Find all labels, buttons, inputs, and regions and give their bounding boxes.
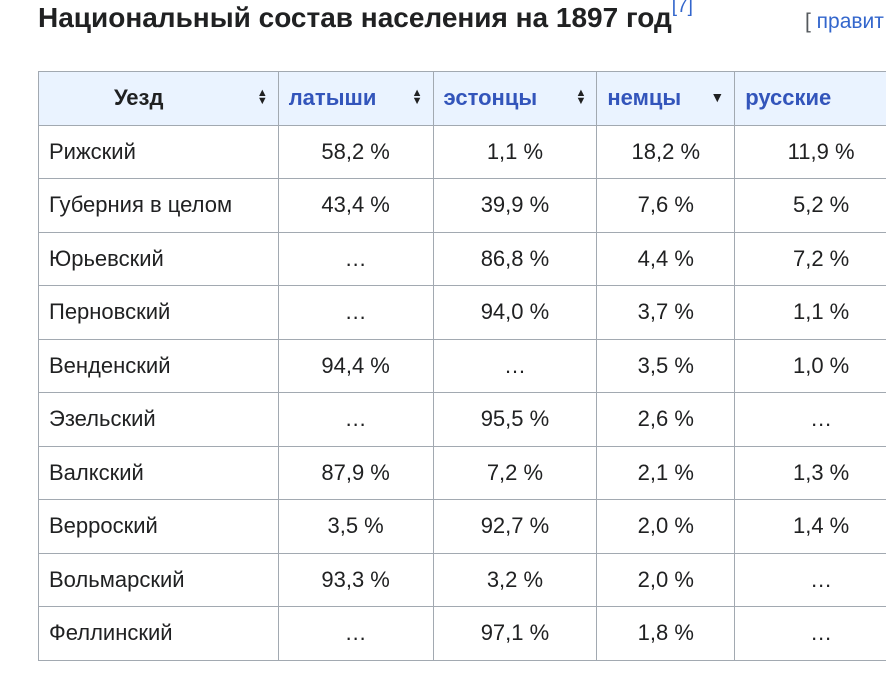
- percent-cell: 7,2 %: [734, 231, 886, 286]
- column-header[interactable]: ▲ ▼ Уезд: [38, 71, 279, 126]
- district-cell: Валкский: [38, 445, 279, 500]
- percent-cell: …: [734, 606, 886, 661]
- percent-cell: 94,4 %: [277, 338, 434, 393]
- percent-cell: 86,8 %: [432, 231, 598, 286]
- district-cell: Перновский: [38, 285, 279, 340]
- percent-cell: …: [734, 392, 886, 447]
- sort-icon[interactable]: ▲ ▼: [411, 87, 423, 108]
- district-cell: Феллинский: [38, 606, 279, 661]
- percent-cell: 2,1 %: [596, 445, 736, 500]
- percent-cell: 1,4 %: [734, 499, 886, 554]
- percent-cell: 1,8 %: [596, 606, 736, 661]
- percent-cell: 1,3 %: [734, 445, 886, 500]
- sort-icon[interactable]: ▲ ▼: [256, 87, 268, 108]
- percent-cell: 3,7 %: [596, 285, 736, 340]
- percent-cell: …: [277, 392, 434, 447]
- district-cell: Венденский: [38, 338, 279, 393]
- percent-cell: …: [277, 606, 434, 661]
- district-cell: Губерния в целом: [38, 178, 279, 233]
- district-cell: Вольмарский: [38, 552, 279, 607]
- section-heading: Национальный состав населения на 1897 го…: [38, 0, 693, 34]
- population-table: ▲▼Уезд▲▼латыши▲▼эстонцы▼немцы▲▼русские Р…: [38, 71, 886, 661]
- percent-cell: 92,7 %: [432, 499, 598, 554]
- percent-cell: 97,1 %: [432, 606, 598, 661]
- column-header[interactable]: ▲ ▼ латыши: [277, 71, 434, 126]
- percent-cell: 2,0 %: [596, 499, 736, 554]
- district-cell: Юрьевский: [38, 231, 279, 286]
- sort-icon[interactable]: ▲ ▼: [575, 87, 587, 108]
- column-header[interactable]: ▼ немцы: [596, 71, 736, 126]
- column-header[interactable]: ▲▼русские: [734, 71, 886, 126]
- percent-cell: 3,2 %: [432, 552, 598, 607]
- edit-section: [ правит: [805, 10, 884, 33]
- percent-cell: …: [277, 231, 434, 286]
- percent-cell: 11,9 %: [734, 124, 886, 179]
- percent-cell: 58,2 %: [277, 124, 434, 179]
- sort-descending-icon[interactable]: ▼: [710, 89, 725, 106]
- district-cell: Рижский: [38, 124, 279, 179]
- percent-cell: 39,9 %: [432, 178, 598, 233]
- percent-cell: …: [432, 338, 598, 393]
- percent-cell: 95,5 %: [432, 392, 598, 447]
- percent-cell: 18,2 %: [596, 124, 736, 179]
- percent-cell: …: [277, 285, 434, 340]
- percent-cell: 3,5 %: [277, 499, 434, 554]
- percent-cell: 7,6 %: [596, 178, 736, 233]
- percent-cell: 5,2 %: [734, 178, 886, 233]
- percent-cell: 87,9 %: [277, 445, 434, 500]
- percent-cell: 3,5 %: [596, 338, 736, 393]
- table-row: Венденский 94,4 %… 3,5 % 1,0 %: [38, 338, 886, 393]
- percent-cell: 1,1 %: [734, 285, 886, 340]
- percent-cell: 1,1 %: [432, 124, 598, 179]
- percent-cell: 2,0 %: [596, 552, 736, 607]
- percent-cell: 94,0 %: [432, 285, 598, 340]
- reference-link[interactable]: [7]: [671, 0, 693, 17]
- district-cell: Эзельский: [38, 392, 279, 447]
- table-row: Рижский 58,2 % 1,1 % 18,2 % 11,9 %: [38, 124, 886, 179]
- percent-cell: 93,3 %: [277, 552, 434, 607]
- percent-cell: 4,4 %: [596, 231, 736, 286]
- percent-cell: 2,6 %: [596, 392, 736, 447]
- table-row: Верроский 3,5 % 92,7 % 2,0 % 1,4 %: [38, 499, 886, 554]
- column-header[interactable]: ▲ ▼ эстонцы: [432, 71, 598, 126]
- percent-cell: …: [734, 552, 886, 607]
- district-cell: Верроский: [38, 499, 279, 554]
- table-row: Перновский… 94,0 % 3,7 % 1,1 %: [38, 285, 886, 340]
- table-row: Эзельский… 95,5 % 2,6 %…: [38, 392, 886, 447]
- table-row: Вольмарский 93,3 % 3,2 % 2,0 %…: [38, 552, 886, 607]
- table-row: Юрьевский… 86,8 % 4,4 % 7,2 %: [38, 231, 886, 286]
- edit-link[interactable]: правит: [816, 10, 884, 33]
- table-row: Валкский 87,9 % 7,2 % 2,1 % 1,3 %: [38, 445, 886, 500]
- percent-cell: 7,2 %: [432, 445, 598, 500]
- percent-cell: 1,0 %: [734, 338, 886, 393]
- table-row: Губерния в целом 43,4 % 39,9 % 7,6 % 5,2 %: [38, 178, 886, 233]
- percent-cell: 43,4 %: [277, 178, 434, 233]
- table-row: Феллинский… 97,1 % 1,8 %…: [38, 606, 886, 661]
